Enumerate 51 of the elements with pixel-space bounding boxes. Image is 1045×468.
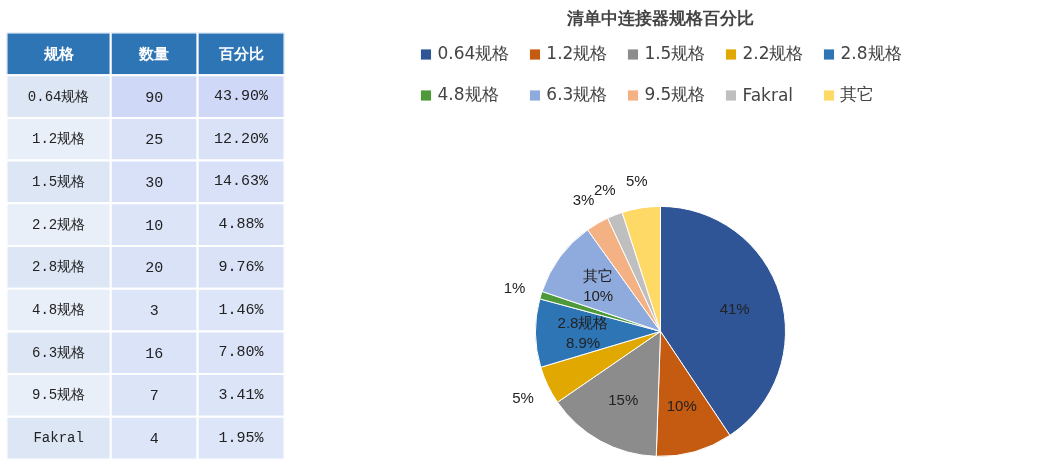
data-label: 43.90% bbox=[214, 88, 270, 106]
data-label: 25 bbox=[145, 132, 164, 150]
data-label: 1.46% bbox=[218, 301, 265, 319]
y-tick-label: 4.8规格 bbox=[32, 302, 86, 319]
data-label: 12.20% bbox=[214, 130, 270, 148]
x-tick-label: 百分比 bbox=[217, 45, 264, 63]
y-tick-label: 1.2规格 bbox=[32, 131, 86, 148]
data-label: 4.88% bbox=[218, 216, 265, 234]
data-label: 90 bbox=[145, 89, 164, 107]
data-label: 15% bbox=[608, 390, 639, 408]
y-tick-label: Fakral bbox=[33, 430, 84, 447]
y-tick-label: 9.5规格 bbox=[32, 387, 86, 404]
data-label: 10% bbox=[666, 397, 697, 415]
data-label: 20 bbox=[145, 260, 164, 278]
data-label: 30 bbox=[145, 174, 164, 192]
data-label: 41% bbox=[719, 300, 750, 318]
legend-label: 0.64规格 bbox=[437, 42, 510, 65]
data-label: 7 bbox=[149, 388, 159, 406]
data-label: 5% bbox=[512, 388, 534, 406]
legend-label: 2.8规格 bbox=[840, 42, 902, 65]
legend-label: 9.5规格 bbox=[644, 83, 706, 106]
data-label: 3% bbox=[572, 191, 595, 209]
y-tick-label: 1.5规格 bbox=[32, 173, 86, 190]
data-label: 4 bbox=[149, 431, 159, 449]
data-label: 7.80% bbox=[218, 344, 265, 362]
data-label: 3.41% bbox=[218, 386, 265, 404]
data-label: 14.63% bbox=[214, 173, 270, 191]
data-label: 2.8规格 8.9% bbox=[557, 313, 609, 352]
y-tick-label: 6.3规格 bbox=[32, 344, 86, 361]
y-tick-label: 2.2规格 bbox=[32, 216, 86, 233]
y-axis-title: 规格 bbox=[42, 45, 75, 63]
data-label: 2% bbox=[594, 180, 616, 198]
data-label: 16 bbox=[145, 345, 164, 363]
data-label: 其它 10% bbox=[583, 266, 614, 305]
data-label: 1.95% bbox=[218, 429, 265, 447]
y-tick-label: 0.64规格 bbox=[27, 88, 90, 105]
legend-label: 6.3规格 bbox=[546, 83, 608, 106]
chart-title: 清单中连接器规格百分比 bbox=[566, 7, 754, 28]
data-label: 10 bbox=[145, 217, 164, 235]
data-label: 3 bbox=[149, 303, 159, 321]
legend-label: 1.2规格 bbox=[546, 42, 608, 65]
legend-label: 2.2规格 bbox=[742, 42, 804, 65]
data-label: 5% bbox=[626, 172, 648, 190]
legend-label: 其它 bbox=[840, 83, 875, 106]
legend-label: 4.8规格 bbox=[437, 83, 499, 106]
data-label: 1% bbox=[503, 278, 526, 296]
legend-label: 1.5规格 bbox=[644, 42, 706, 65]
legend-label: Fakral bbox=[742, 84, 794, 105]
data-label: 9.76% bbox=[218, 258, 265, 276]
x-tick-label: 数量 bbox=[138, 45, 170, 63]
y-tick-label: 2.8规格 bbox=[32, 259, 86, 276]
